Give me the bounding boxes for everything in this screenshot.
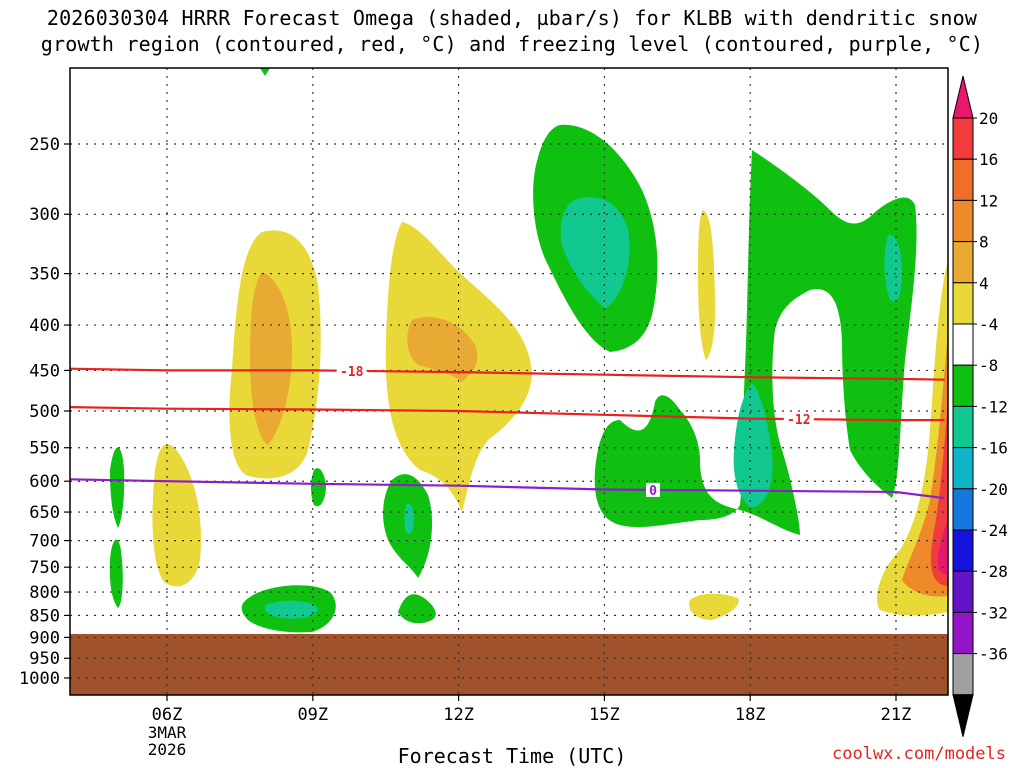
colorbar-swatch xyxy=(952,447,974,490)
contour-label: 0 xyxy=(649,484,657,499)
colorbar-label: -20 xyxy=(979,480,1008,499)
x-tick-sublabel: 2026 xyxy=(148,740,187,759)
omega-region-green-streak-2 xyxy=(109,539,123,608)
colorbar-swatch xyxy=(952,529,974,572)
colorbar-swatch xyxy=(952,653,974,696)
colorbar-label: -8 xyxy=(979,356,998,375)
y-tick-label: 650 xyxy=(29,503,60,523)
y-tick-label: 450 xyxy=(29,361,60,381)
contour-0 xyxy=(69,478,945,500)
omega-region-orange-11z xyxy=(407,317,478,382)
contour-label-bg xyxy=(646,482,660,497)
colorbar-swatch xyxy=(952,405,974,449)
colorbar-label: 12 xyxy=(979,191,998,210)
x-tick-label: 12Z xyxy=(443,705,474,725)
colorbar-label: 16 xyxy=(979,150,998,169)
colorbar-top-triangle xyxy=(952,75,974,119)
omega-region-magenta-22z xyxy=(937,520,948,575)
y-tick-label: 250 xyxy=(29,135,60,155)
omega-region-orange-08z xyxy=(250,272,292,445)
contour-minus18 xyxy=(69,367,945,381)
colorbar-swatch xyxy=(952,323,974,366)
colorbar-label: -24 xyxy=(979,521,1008,540)
colorbar-label: -4 xyxy=(979,315,998,334)
chart-title-line-2: growth region (contoured, red, °C) and f… xyxy=(40,32,984,56)
y-tick-label: 900 xyxy=(29,628,60,648)
colorbar-label: -36 xyxy=(979,645,1008,664)
colorbar-swatch xyxy=(952,570,974,613)
colorbar-swatch xyxy=(952,488,974,531)
omega-region-yellow-06z xyxy=(152,444,202,587)
colorbar-swatch xyxy=(952,364,974,407)
y-tick-label: 300 xyxy=(29,205,60,225)
colorbar-swatch xyxy=(952,282,974,325)
y-tick-label: 400 xyxy=(29,316,60,336)
omega-region-yellow-17z xyxy=(698,210,716,360)
chart-title-line-1: 2026030304 HRRR Forecast Omega (shaded, … xyxy=(46,6,978,30)
x-tick-label: 09Z xyxy=(297,705,328,725)
x-tick-label: 18Z xyxy=(735,705,766,725)
y-tick-label: 350 xyxy=(29,265,60,285)
omega-region-teal-11z xyxy=(404,503,414,535)
y-tick-label: 750 xyxy=(29,558,60,578)
plot-frame xyxy=(69,67,949,696)
omega-region-green-top xyxy=(260,68,270,76)
colorbar-label: -12 xyxy=(979,397,1008,416)
colorbar-label: 8 xyxy=(979,233,989,252)
x-tick-label: 15Z xyxy=(589,705,620,725)
y-tick-label: 850 xyxy=(29,606,60,626)
contour-label: -18 xyxy=(340,365,364,380)
x-tick-label: 06Z xyxy=(152,705,183,725)
contour-label: -12 xyxy=(787,413,810,428)
omega-region-green-streak-1 xyxy=(110,447,125,528)
x-tick-label: 21Z xyxy=(881,705,912,725)
colorbar-label: 4 xyxy=(979,274,989,293)
colorbar-swatch xyxy=(952,611,974,655)
y-tick-label: 500 xyxy=(29,402,60,422)
colorbar-swatch xyxy=(952,241,974,284)
y-tick-label: 1000 xyxy=(19,669,60,689)
colorbar-bottom-triangle xyxy=(952,694,974,737)
omega-region-green-15z-21z xyxy=(594,150,917,535)
colorbar-swatch xyxy=(952,158,974,201)
omega-region-yellow-18z-low xyxy=(689,593,739,620)
below-ground-fill xyxy=(70,634,948,695)
omega-region-teal-upper-15z xyxy=(560,197,630,308)
y-tick-label: 800 xyxy=(29,583,60,603)
x-axis-label: Forecast Time (UTC) xyxy=(397,744,627,768)
omega-region-teal-21z xyxy=(884,234,902,302)
omega-region-teal-18z xyxy=(733,383,773,508)
colorbar-label: -16 xyxy=(979,439,1008,458)
colorbar-swatch xyxy=(952,199,974,243)
contour-minus12 xyxy=(69,406,945,422)
omega-shading xyxy=(109,68,948,633)
colorbar-label: -28 xyxy=(979,562,1008,581)
colorbar-label: 20 xyxy=(979,109,998,128)
source-credit: coolwx.com/models xyxy=(832,744,1006,764)
colorbar-label: -32 xyxy=(979,603,1008,622)
x-tick-sublabel: 3MAR xyxy=(148,723,187,742)
contour-label-bg xyxy=(336,363,367,378)
omega-region-teal-lower-09z xyxy=(264,600,318,619)
omega-region-green-lower-11z xyxy=(398,594,436,624)
y-tick-label: 700 xyxy=(29,532,60,552)
y-tick-label: 550 xyxy=(29,439,60,459)
omega-region-green-09z xyxy=(311,468,326,507)
y-tick-label: 950 xyxy=(29,649,60,669)
contour-label-bg xyxy=(783,412,814,427)
y-tick-label: 600 xyxy=(29,472,60,492)
colorbar-swatch xyxy=(952,117,974,160)
